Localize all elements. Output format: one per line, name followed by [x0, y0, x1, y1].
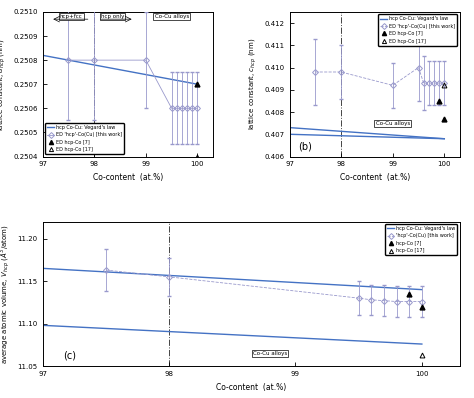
X-axis label: Co-content  (at.%): Co-content (at.%) [92, 173, 163, 182]
Text: (b): (b) [298, 141, 312, 151]
Y-axis label: lattice constant, $a_{hcp}$ (nm): lattice constant, $a_{hcp}$ (nm) [0, 38, 8, 131]
Legend: hcp Co-Cu: Vegard's law, ED 'hcp'-Co(Cu) [this work], ED hcp-Co [7], ED hcp-Co [: hcp Co-Cu: Vegard's law, ED 'hcp'-Co(Cu)… [378, 14, 457, 45]
Text: Co-Cu alloys: Co-Cu alloys [253, 351, 287, 356]
Text: hcp only: hcp only [100, 14, 124, 19]
Text: hcp+fcc: hcp+fcc [60, 14, 82, 19]
Y-axis label: lattice constant, $c_{hcp}$ (nm): lattice constant, $c_{hcp}$ (nm) [247, 38, 259, 131]
Text: Co-Cu alloys: Co-Cu alloys [375, 121, 410, 126]
Y-axis label: average atomic volume, $V_{hcp}$ ($\AA^3$/atom): average atomic volume, $V_{hcp}$ ($\AA^3… [0, 224, 12, 364]
Text: (c): (c) [64, 351, 76, 361]
X-axis label: Co-content  (at.%): Co-content (at.%) [339, 173, 410, 182]
Legend: hcp Co-Cu: Vegard's law, 'hcp'-Co(Cu) [this work], hcp-Co [7], hcp-Co [17]: hcp Co-Cu: Vegard's law, 'hcp'-Co(Cu) [t… [385, 224, 457, 255]
Legend: hcp Co-Cu: Vegard's law, ED 'hcp'-Co(Cu) [this work], ED hcp-Co [7], ED hcp-Co [: hcp Co-Cu: Vegard's law, ED 'hcp'-Co(Cu)… [45, 123, 124, 154]
X-axis label: Co-content  (at.%): Co-content (at.%) [216, 382, 286, 392]
Text: Co-Cu alloys: Co-Cu alloys [155, 14, 189, 19]
Text: (a): (a) [51, 141, 65, 151]
